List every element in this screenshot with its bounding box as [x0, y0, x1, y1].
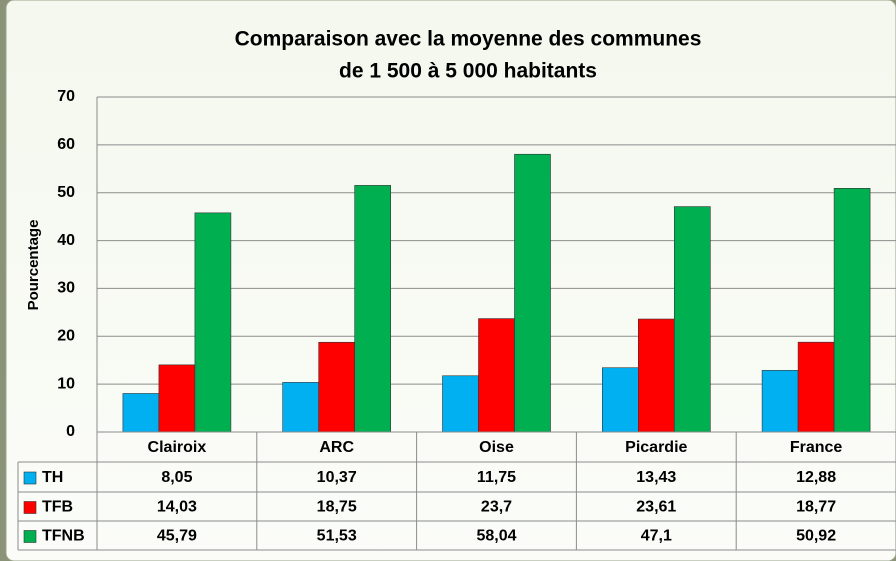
x-tick-label: Picardie: [625, 439, 687, 456]
table-value: 47,1: [641, 528, 672, 545]
table-value: 11,75: [477, 469, 516, 486]
legend-swatch: [23, 501, 37, 514]
bar: [478, 318, 515, 433]
legend-label: TFB: [42, 499, 73, 516]
table-value: 13,43: [636, 469, 676, 486]
legend-swatch: [23, 530, 37, 543]
bar: [354, 185, 392, 433]
table-value: 8,05: [161, 469, 192, 486]
x-tick-label: Oise: [479, 439, 514, 456]
y-tick-label: 20: [57, 328, 75, 345]
y-tick-label: 40: [57, 232, 75, 249]
table-value: 58,04: [476, 528, 516, 545]
bar: [194, 212, 232, 433]
y-tick-label: 70: [57, 88, 75, 105]
y-axis-label: Pourcentage: [25, 220, 42, 311]
legend-label: TH: [42, 469, 63, 486]
table-value: 23,61: [636, 499, 676, 516]
bar: [637, 318, 675, 433]
table-value: 12,88: [796, 469, 836, 486]
bar: [158, 364, 196, 433]
bar: [514, 153, 551, 433]
bar: [673, 206, 711, 433]
table-value: 45,79: [157, 528, 197, 545]
table-value: 14,03: [157, 499, 197, 516]
bar: [761, 370, 799, 433]
y-tick-label: 30: [57, 280, 75, 297]
table-value: 18,75: [317, 499, 357, 516]
bar: [601, 367, 639, 433]
x-tick-label: Clairoix: [148, 439, 207, 456]
y-tick-label: 0: [66, 423, 75, 440]
x-tick-label: France: [790, 439, 843, 456]
y-tick-label: 10: [57, 375, 75, 392]
legend-label: TFNB: [42, 528, 85, 545]
chart-area: [5, 0, 896, 561]
x-tick-label: ARC: [319, 439, 354, 456]
chart-title: Comparaison avec la moyenne des communes: [235, 28, 702, 51]
y-tick-label: 60: [57, 136, 75, 153]
table-value: 18,77: [796, 499, 836, 516]
bar: [833, 188, 871, 433]
table-value: 10,37: [317, 469, 357, 486]
bar: [318, 341, 356, 433]
legend-swatch: [23, 471, 37, 485]
bar: [282, 382, 320, 433]
bar: [442, 375, 479, 433]
chart-title: de 1 500 à 5 000 habitants: [339, 60, 597, 83]
y-tick-label: 50: [57, 184, 75, 201]
bar: [797, 341, 835, 433]
bar: [122, 393, 160, 433]
table-value: 23,7: [481, 499, 512, 516]
table-value: 51,53: [317, 528, 357, 545]
table-value: 50,92: [796, 528, 836, 545]
